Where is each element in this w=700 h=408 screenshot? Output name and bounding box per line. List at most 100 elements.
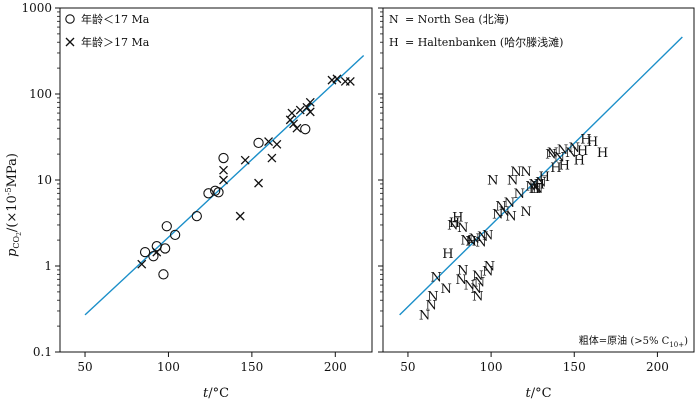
x-point [152,247,162,257]
north-sea-point: N [535,175,546,190]
legend-x-marker [65,37,75,47]
x-point [289,119,299,129]
north-sea-point: N [475,236,486,251]
north-sea-point: N [547,146,558,161]
north-sea-point: N [569,141,580,156]
x-point [137,259,147,269]
north-sea-point: N [472,289,483,304]
north-sea-point: N [520,205,531,220]
circle-point [161,221,172,232]
north-sea-point: N [484,260,495,275]
legend-n-marker: N [389,13,399,26]
circle-point [191,210,202,222]
x-point [345,76,355,86]
x-point [219,165,228,175]
y-tick-label: 100 [29,87,52,101]
north-sea-point: N [482,228,493,243]
y-tick-label: 10 [37,173,52,187]
legend-circle-marker [65,14,75,24]
x-point [235,211,245,221]
north-sea-point: N [472,269,483,284]
right-chart-panel: 50 100 150 200 NNNNNNNNNNNNNNNNNNNNNNNNNNNN… [378,7,695,401]
north-sea-point: N [455,273,466,288]
north-sea-point: N [469,232,480,247]
x-tick-label: 50 [400,360,415,374]
right-axes: 50 100 150 200 [378,7,669,374]
circle-point [253,137,264,149]
haltenbanken-point: H [465,235,476,250]
circle-point [213,187,224,198]
haltenbanken-point: H [529,182,540,197]
haltenbanken-point: H [442,247,453,262]
haltenbanken-point: H [539,170,550,185]
north-sea-point: N [431,271,442,286]
legend-label-young: 年龄＜17 Ma [81,12,150,26]
circle-point [169,229,181,241]
north-sea-point: N [460,234,471,249]
north-sea-point: N [495,199,506,214]
north-sea-point: N [557,143,568,158]
x-tick-label: 200 [646,360,669,374]
north-sea-point: N [465,235,476,250]
fit-line [399,36,683,316]
x-point [287,108,297,118]
y-tick-label: 0.1 [33,345,52,359]
north-sea-point: N [441,282,452,297]
left-x-axis-label: t/°C [203,386,229,401]
north-sea-point: N [474,276,485,291]
right-x-axis-label: t/°C [525,386,551,401]
haltenbanken-point: H [580,132,591,147]
north-sea-point: N [507,174,518,189]
circle-point [159,243,171,254]
x-point [327,75,337,85]
north-sea-point: N [510,165,521,180]
north-sea-point: N [427,289,438,304]
x-tick-label: 50 [77,360,92,374]
circle-point [218,152,229,164]
north-sea-point: N [457,221,468,236]
north-sea-point: N [487,174,498,189]
x-point [254,178,264,188]
left-chart-panel: 50 100 150 200 0.1 1 10 100 1000 年龄＜17 Ma 年龄＞17 … [21,1,373,401]
north-sea-point: N [492,208,503,223]
north-sea-point: N [477,230,488,245]
x-tick-label: 150 [563,360,586,374]
x-point [295,105,305,115]
x-point [302,102,312,112]
north-sea-point: N [529,177,540,192]
haltenbanken-point: H [550,161,561,176]
north-sea-point: N [545,148,556,163]
north-sea-point: N [457,263,468,278]
left-axes: 50 100 150 200 0.1 1 10 100 1000 [21,1,346,374]
haltenbanken-point: H [597,146,608,161]
north-sea-point: N [447,218,458,233]
north-sea-point: N [482,264,493,279]
north-sea-point: N [426,299,437,314]
north-sea-point: N [525,180,536,195]
left-data-points [137,74,355,280]
x-tick-label: 100 [480,360,503,374]
circle-point [158,269,169,280]
right-legend: N = North Sea (北海) H = Haltenbanken (哈尔滕… [389,12,563,49]
haltenbanken-point: H [587,135,598,150]
x-point [267,153,277,163]
x-point [219,175,228,185]
legend-label-north-sea: = North Sea (北海) [405,12,509,26]
haltenbanken-point: H [574,154,585,169]
fit-line [84,55,365,316]
y-tick-label: 1000 [21,1,52,15]
right-data-points: NNNNNNNNNNNNNNNNNNNNNNNNNNNNNNNNNNNNNNNN… [419,132,608,323]
haltenbanken-point: H [577,144,588,159]
x-tick-label: 100 [157,360,180,374]
north-sea-point: N [505,210,516,225]
left-fit-line-group [84,55,365,316]
legend-label-old: 年龄＞17 Ma [81,35,150,49]
legend-h-marker: H [389,36,399,49]
circle-point [148,251,159,262]
legend-label-haltenbanken: = Haltenbanken (哈尔滕浅滩) [405,35,563,49]
haltenbanken-point: H [452,211,463,226]
north-sea-point: N [419,308,430,323]
north-sea-point: N [514,187,525,202]
x-point [332,74,342,84]
